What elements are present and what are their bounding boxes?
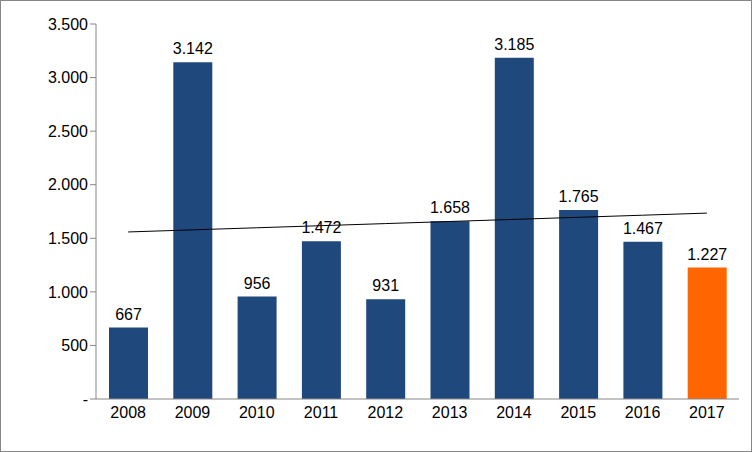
svg-text:2014: 2014 bbox=[496, 404, 532, 421]
svg-text:3.185: 3.185 bbox=[494, 36, 534, 53]
svg-text:2016: 2016 bbox=[625, 404, 661, 421]
svg-text:1.472: 1.472 bbox=[301, 219, 341, 236]
svg-text:2008: 2008 bbox=[110, 404, 146, 421]
svg-text:956: 956 bbox=[244, 275, 271, 292]
svg-text:3.000: 3.000 bbox=[48, 69, 88, 86]
svg-text:1.500: 1.500 bbox=[48, 230, 88, 247]
svg-text:2015: 2015 bbox=[560, 404, 596, 421]
svg-text:3.142: 3.142 bbox=[173, 40, 213, 57]
svg-text:2.000: 2.000 bbox=[48, 176, 88, 193]
svg-text:2017: 2017 bbox=[689, 404, 725, 421]
svg-text:931: 931 bbox=[372, 277, 399, 294]
svg-text:1.765: 1.765 bbox=[559, 188, 599, 205]
svg-text:2011: 2011 bbox=[304, 404, 339, 421]
svg-text:1.000: 1.000 bbox=[48, 284, 88, 301]
svg-text:1.227: 1.227 bbox=[687, 246, 727, 263]
svg-text:3.500: 3.500 bbox=[48, 16, 88, 33]
svg-text:2012: 2012 bbox=[368, 404, 404, 421]
svg-text:1.467: 1.467 bbox=[623, 220, 663, 237]
svg-text:2.500: 2.500 bbox=[48, 123, 88, 140]
svg-text:2013: 2013 bbox=[432, 404, 468, 421]
svg-text:1.658: 1.658 bbox=[430, 199, 470, 216]
svg-text:500: 500 bbox=[61, 337, 88, 354]
svg-text:-: - bbox=[83, 391, 88, 408]
svg-text:2009: 2009 bbox=[175, 404, 211, 421]
svg-text:2010: 2010 bbox=[239, 404, 275, 421]
svg-text:667: 667 bbox=[115, 306, 142, 323]
